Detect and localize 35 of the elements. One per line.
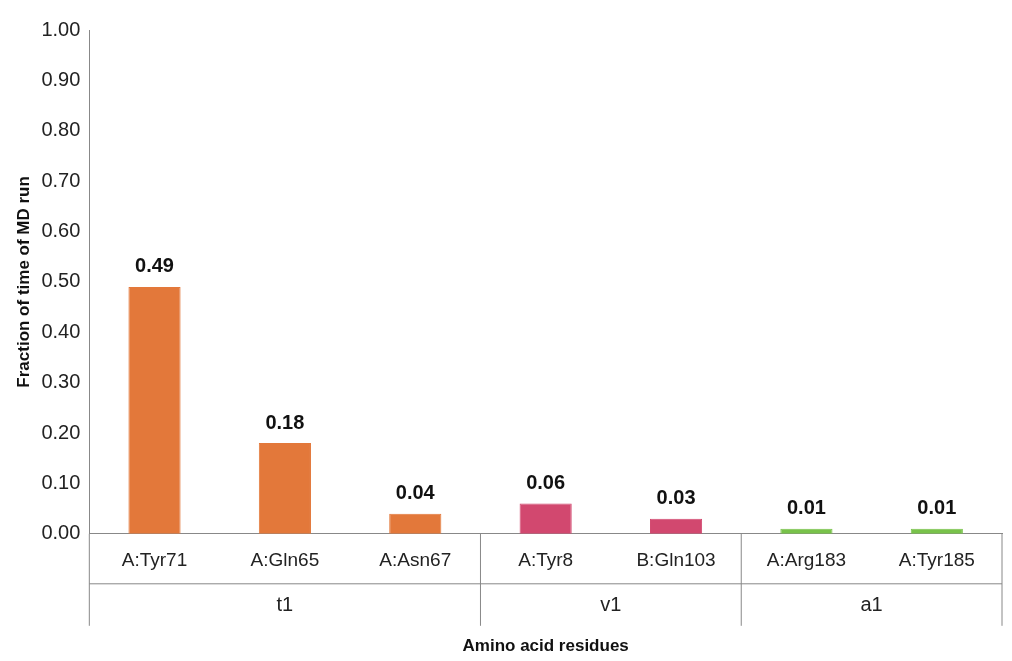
x-tick-label: A:Tyr8: [518, 549, 574, 571]
y-tick-label: 0.20: [41, 420, 81, 443]
y-tick-label: 0.80: [41, 118, 81, 141]
data-label: 0.06: [526, 471, 566, 494]
y-tick-label: 0.90: [41, 67, 81, 90]
y-tick-label: 0.40: [41, 319, 81, 342]
x-tick-label: A:Gln65: [250, 549, 320, 571]
data-label: 0.04: [395, 481, 436, 504]
x-tick-label: A:Asn67: [379, 549, 452, 571]
data-label: 0.03: [656, 486, 696, 509]
text: v1: [600, 593, 622, 616]
y-tick-label: 0.10: [41, 470, 81, 493]
y-tick-label: 0.70: [41, 168, 81, 191]
x-axis-title: Amino acid residues: [462, 636, 629, 656]
x-tick-label: B:Gln103: [636, 549, 716, 571]
x-tick-label: A:Arg183: [766, 549, 847, 571]
x-tick-label: A:Tyr185: [898, 549, 975, 571]
y-tick-label: 1.00: [41, 17, 81, 40]
bar: [258, 443, 311, 534]
bar: [649, 518, 703, 534]
bar: [389, 513, 442, 534]
data-label: 0.49: [135, 254, 174, 277]
y-tick-label: 0.50: [41, 269, 81, 292]
y-tick-label: 0.60: [41, 219, 81, 242]
bar: [519, 503, 572, 534]
text: t1: [276, 593, 294, 616]
y-tick-label: 0.00: [41, 521, 81, 544]
x-tick-label: A:Tyr71: [121, 549, 188, 571]
data-label: 0.01: [917, 496, 957, 519]
bar: [128, 286, 181, 534]
data-label: 0.01: [786, 496, 826, 519]
y-tick-label: 0.30: [41, 370, 81, 393]
data-label: 0.18: [265, 410, 305, 433]
text: a1: [860, 593, 883, 616]
y-axis-title: Fraction of time of MD run: [13, 176, 33, 388]
